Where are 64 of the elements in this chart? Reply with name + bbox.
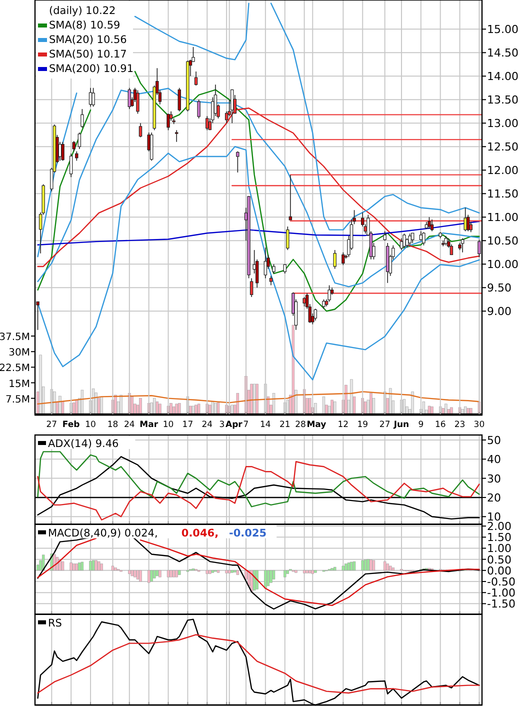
y-tick-label: -1.50 — [487, 598, 516, 611]
y-tick-label: 13.00 — [487, 117, 518, 130]
x-tick-label: 18 — [107, 420, 118, 430]
y-tick-label: 30 — [487, 472, 501, 486]
y-tick-label: 7.5M — [5, 394, 30, 406]
legend-label: SMA(50) 10.17 — [49, 48, 127, 60]
series-label: 0.046, — [181, 527, 219, 540]
y-tick-label: 30M — [8, 348, 30, 359]
y-tick-label: 13.50 — [487, 94, 518, 107]
x-tick-label: 21 — [279, 420, 290, 430]
x-tick-label: 16 — [434, 420, 446, 430]
legend-label: SMA(20) 10.56 — [49, 34, 128, 46]
y-tick-label: 14.00 — [487, 70, 518, 84]
annotation: -0.025 — [229, 527, 267, 540]
x-tick-label: 30 — [474, 420, 485, 430]
y-tick-label: 11.50 — [487, 188, 518, 201]
x-tick-label: 24 — [124, 420, 135, 430]
x-tick-label: 3 — [219, 420, 225, 430]
y-tick-label: 15M — [8, 378, 30, 390]
y-tick-label: 12.50 — [487, 140, 518, 154]
x-tick-label: Jun — [392, 420, 410, 430]
y-tick-label: 9.50 — [487, 282, 512, 295]
y-tick-label: 50 — [487, 434, 501, 447]
x-tick-label: 28 — [295, 420, 306, 430]
x-tick-label: Mar — [140, 420, 159, 430]
x-tick-label: 10 — [162, 420, 174, 430]
legend-label: ADX(14) 9.46 — [48, 438, 120, 450]
x-tick-label: 17 — [182, 420, 194, 430]
y-tick-label: 0.50 — [487, 553, 512, 566]
x-tick-label: 12 — [338, 420, 349, 430]
x-tick-label: 10 — [85, 420, 96, 430]
y-tick-label: 12.00 — [487, 164, 518, 178]
y-tick-label: 11.00 — [487, 211, 518, 224]
x-tick-label: 14 — [260, 420, 271, 430]
y-tick-label: 2.00 — [487, 520, 512, 534]
legend-label: SMA(8) 10.59 — [49, 20, 120, 32]
y-tick-label: 1.50 — [487, 531, 512, 544]
x-tick-label: 27 — [46, 420, 58, 430]
y-tick-label: 9.00 — [487, 305, 512, 318]
x-tick-label: Apr — [225, 420, 244, 430]
y-tick-label: 22.5M — [0, 363, 30, 374]
legend-label: SMA(200) 10.91 — [49, 63, 134, 75]
y-tick-label: -1.00 — [487, 586, 516, 600]
y-tick-label: 40 — [487, 453, 501, 466]
y-tick-label: 10.50 — [487, 234, 518, 248]
x-tick-label: 27 — [379, 420, 390, 430]
y-tick-label: 1.00 — [487, 542, 512, 556]
x-tick-label: Feb — [62, 420, 80, 430]
x-tick-label: 7 — [243, 420, 249, 430]
y-tick-label: 14.50 — [487, 46, 518, 60]
y-tick-label: 15.00 — [487, 23, 518, 36]
y-tick-label: 10.00 — [487, 258, 518, 272]
x-tick-label: 9 — [418, 420, 424, 430]
y-tick-label: 37.5M — [0, 332, 30, 344]
x-tick-label: 23 — [454, 420, 466, 430]
y-tick-label: 0.00 — [487, 564, 512, 578]
legend-label: MACD(8,40,9) 0.024, — [48, 527, 158, 540]
y-tick-label: 20 — [487, 491, 501, 504]
x-tick-label: May — [306, 420, 327, 430]
legend-label: RS — [48, 617, 62, 630]
text: (daily) 10.22 — [49, 5, 116, 17]
x-tick-label: 19 — [357, 420, 368, 430]
x-tick-label: 24 — [202, 420, 213, 430]
y-tick-label: -0.50 — [487, 575, 516, 588]
